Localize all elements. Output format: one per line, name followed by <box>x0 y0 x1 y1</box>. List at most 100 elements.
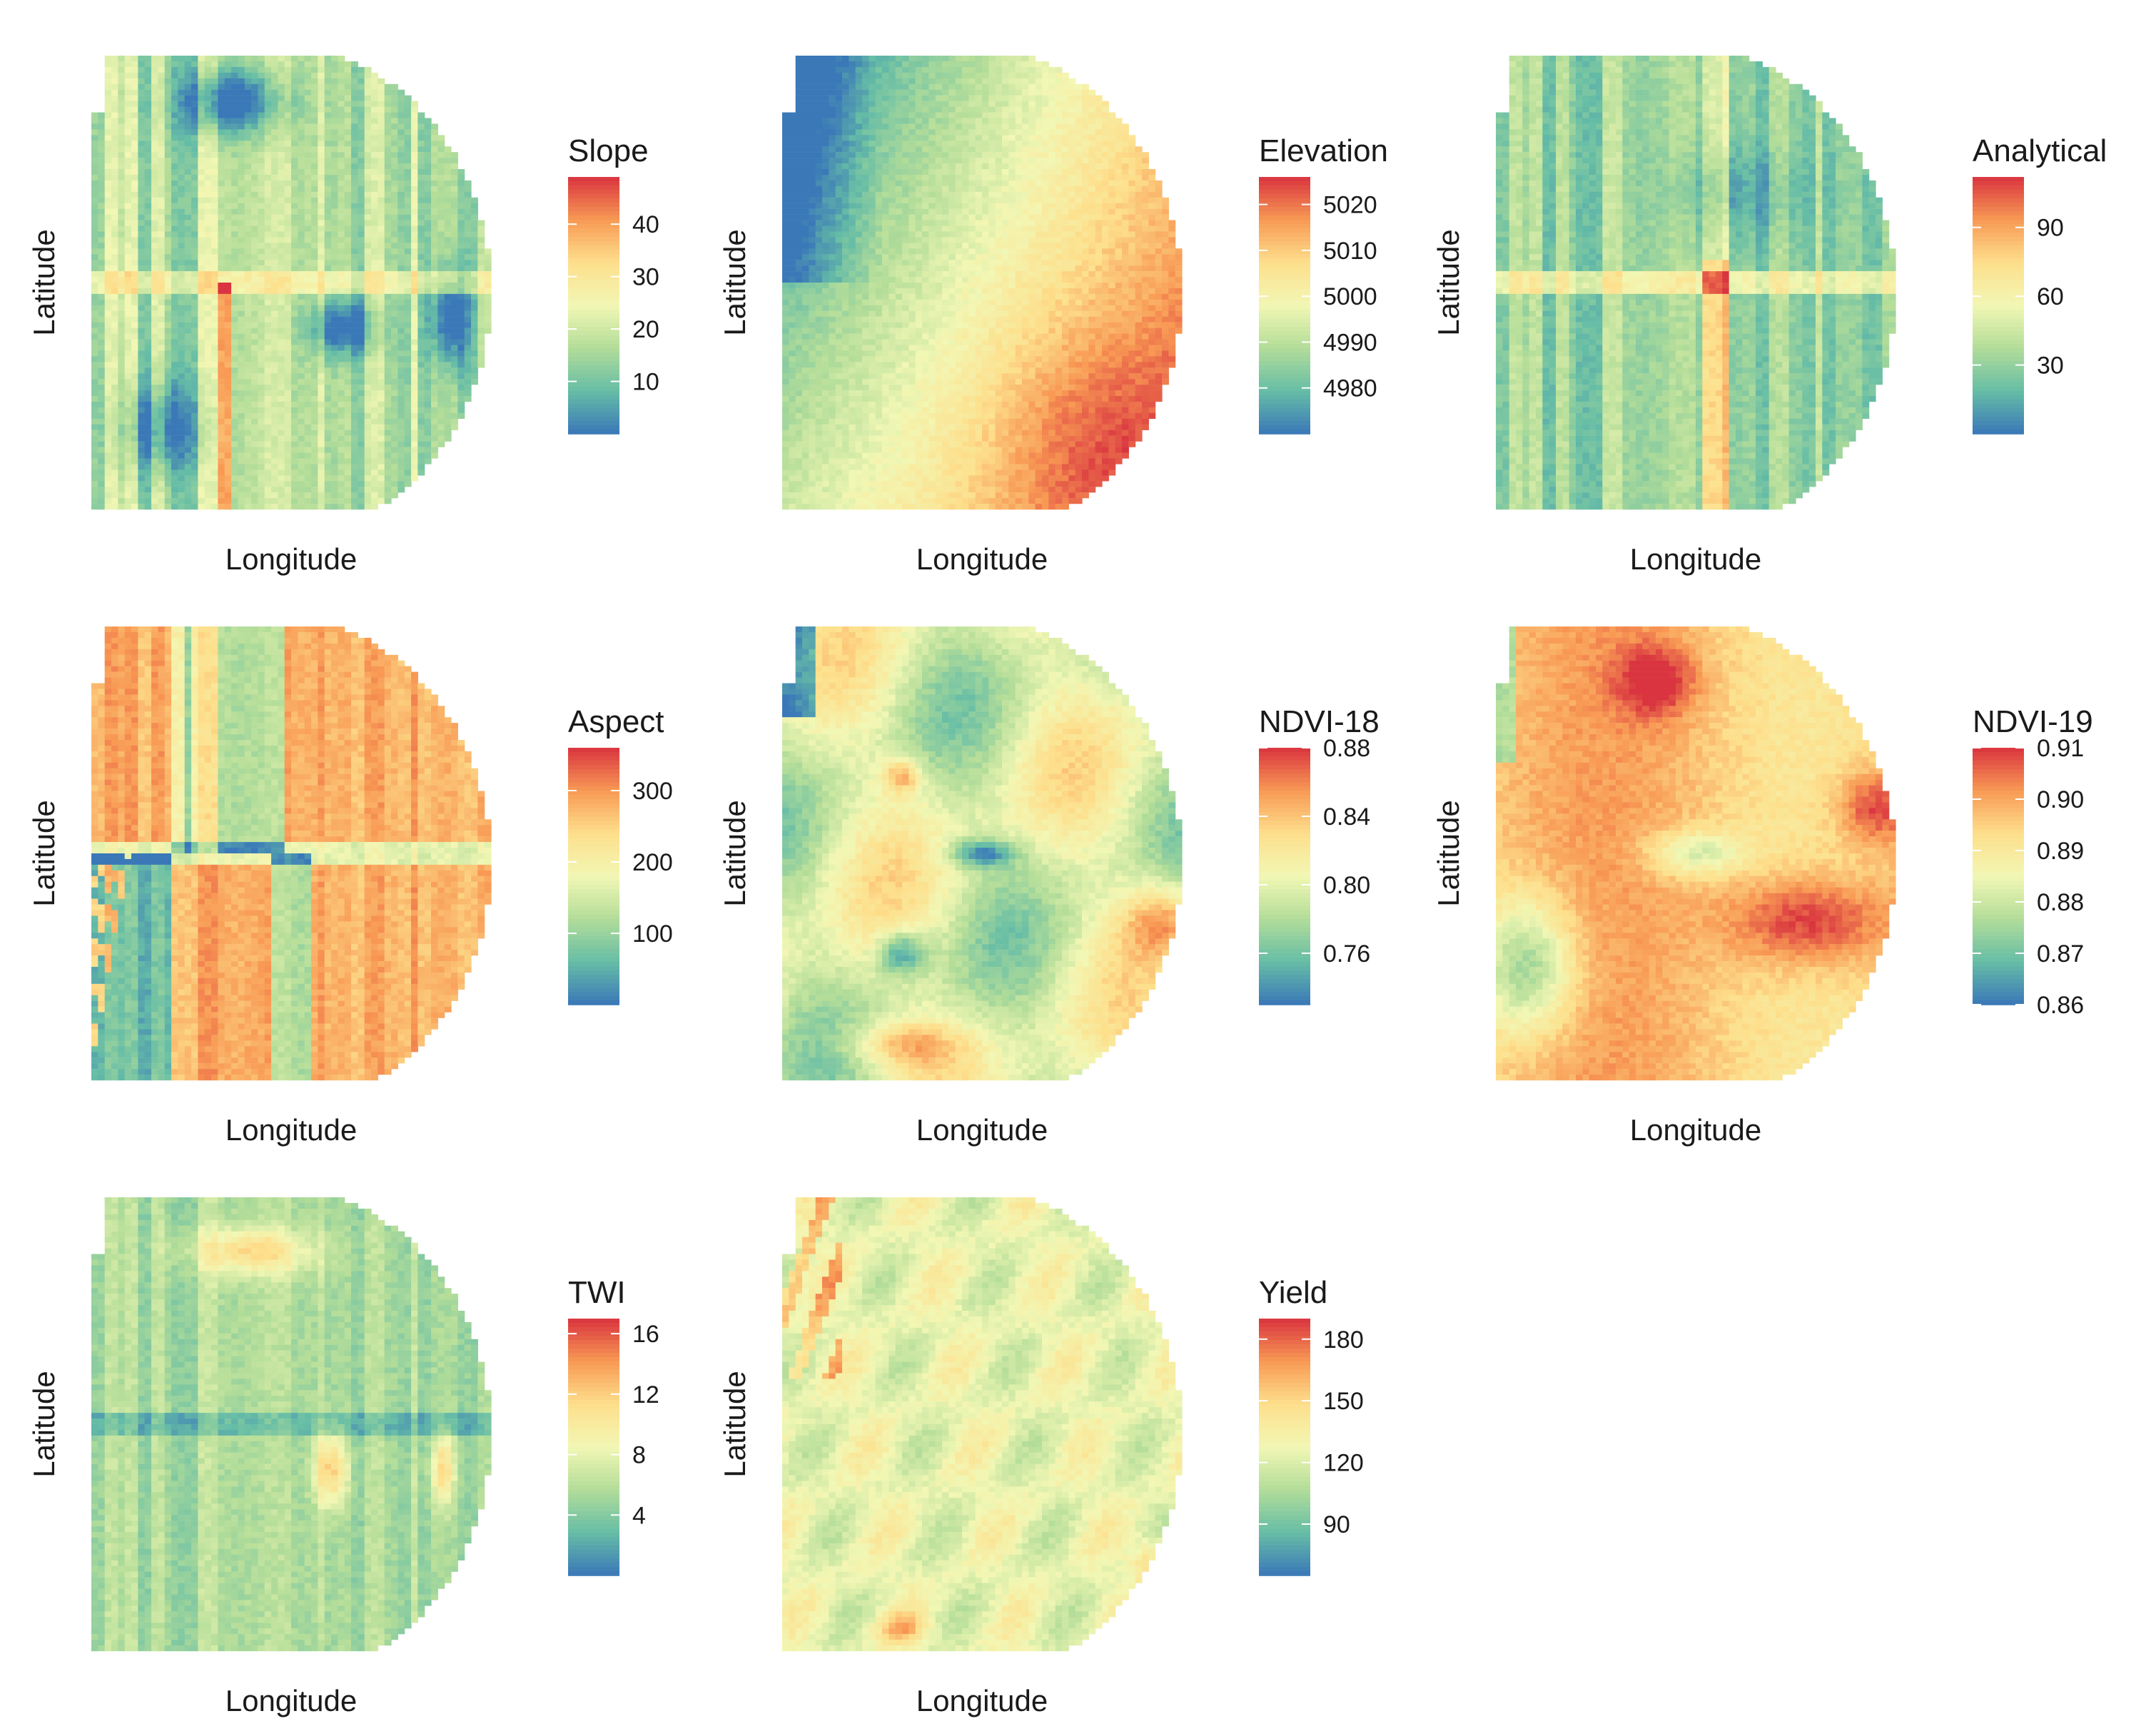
raster-cell <box>298 141 305 146</box>
raster-cell <box>238 141 245 146</box>
raster-cell <box>231 61 238 67</box>
raster-cell <box>138 84 145 90</box>
raster-cell <box>238 56 245 61</box>
raster-cell <box>151 56 158 61</box>
raster-cell <box>305 118 312 123</box>
raster-cell <box>138 90 145 96</box>
raster-cell <box>238 146 245 152</box>
raster-cell <box>158 56 165 61</box>
raster-cell <box>118 146 125 152</box>
raster-cell <box>251 135 258 141</box>
raster-cell <box>391 90 398 96</box>
raster-cell <box>305 141 312 146</box>
raster-cell <box>371 101 378 107</box>
raster-cell <box>325 78 332 84</box>
raster-cell <box>205 129 212 135</box>
raster-cell <box>405 129 412 135</box>
raster-cell <box>245 67 252 73</box>
raster-cell <box>98 123 105 129</box>
raster-cell <box>138 123 145 129</box>
raster-cell <box>191 135 198 141</box>
raster-cell <box>118 61 125 67</box>
raster-cell <box>371 113 378 118</box>
raster-cell <box>98 152 105 158</box>
raster-cell <box>111 107 118 113</box>
raster-cell <box>178 56 185 61</box>
raster-cell <box>125 107 132 113</box>
raster-cell <box>225 84 232 90</box>
raster-cell <box>365 135 372 141</box>
raster-cell <box>318 118 325 123</box>
raster-cell <box>231 107 238 113</box>
raster-cell <box>285 61 292 67</box>
raster-cell <box>151 101 158 107</box>
raster-cell <box>178 107 185 113</box>
raster-cell <box>345 78 352 84</box>
raster-cell <box>145 84 152 90</box>
raster-cell <box>371 129 378 135</box>
raster-cell <box>165 135 172 141</box>
raster-cell <box>378 135 385 141</box>
raster-cell <box>191 129 198 135</box>
raster-cell <box>391 123 398 129</box>
raster-cell <box>351 61 358 67</box>
raster-cell <box>358 113 365 118</box>
raster-cell <box>171 118 178 123</box>
raster-cell <box>338 146 345 152</box>
raster-cell <box>125 135 132 141</box>
raster-cell <box>245 56 252 61</box>
raster-cell <box>198 61 205 67</box>
raster-cell <box>385 141 392 146</box>
raster-cell <box>211 90 218 96</box>
raster-cell <box>265 61 272 67</box>
raster-cell <box>238 135 245 141</box>
raster-cell <box>425 129 432 135</box>
raster-cell <box>325 84 332 90</box>
raster-cell <box>111 123 118 129</box>
raster-cell <box>371 78 378 84</box>
raster-cell <box>151 90 158 96</box>
raster-cell <box>231 96 238 101</box>
raster-cell <box>198 67 205 73</box>
raster-cell <box>158 67 165 73</box>
raster-cell <box>425 146 432 152</box>
raster-cell <box>271 67 278 73</box>
raster-cell <box>291 141 298 146</box>
raster-cell <box>351 118 358 123</box>
raster-cell <box>325 96 332 101</box>
raster-cell <box>431 141 438 146</box>
raster-cell <box>118 118 125 123</box>
raster-cell <box>218 141 225 146</box>
raster-cell <box>225 107 232 113</box>
raster-cell <box>258 56 265 61</box>
raster-cell <box>258 113 265 118</box>
raster-cell <box>398 113 405 118</box>
raster-cell <box>245 118 252 123</box>
raster-cell <box>385 107 392 113</box>
raster-cell <box>311 135 318 141</box>
raster-cell <box>278 107 285 113</box>
raster-cell <box>245 61 252 67</box>
raster-cell <box>305 78 312 84</box>
raster-cell <box>171 73 178 78</box>
raster-cell <box>325 73 332 78</box>
raster-cell <box>425 141 432 146</box>
raster-cell <box>251 56 258 61</box>
raster-cell <box>158 61 165 67</box>
raster-cell <box>191 90 198 96</box>
raster-cell <box>351 135 358 141</box>
raster-cell <box>225 101 232 107</box>
raster-cell <box>405 123 412 129</box>
raster-cell <box>298 61 305 67</box>
raster-cell <box>138 107 145 113</box>
raster-cell <box>238 101 245 107</box>
raster-cell <box>185 96 192 101</box>
raster-cell <box>265 96 272 101</box>
raster-cell <box>118 96 125 101</box>
raster-cell <box>251 90 258 96</box>
raster-cell <box>185 146 192 152</box>
raster-cell <box>325 107 332 113</box>
raster-cell <box>345 90 352 96</box>
raster-cell <box>211 78 218 84</box>
raster-cell <box>417 113 425 118</box>
